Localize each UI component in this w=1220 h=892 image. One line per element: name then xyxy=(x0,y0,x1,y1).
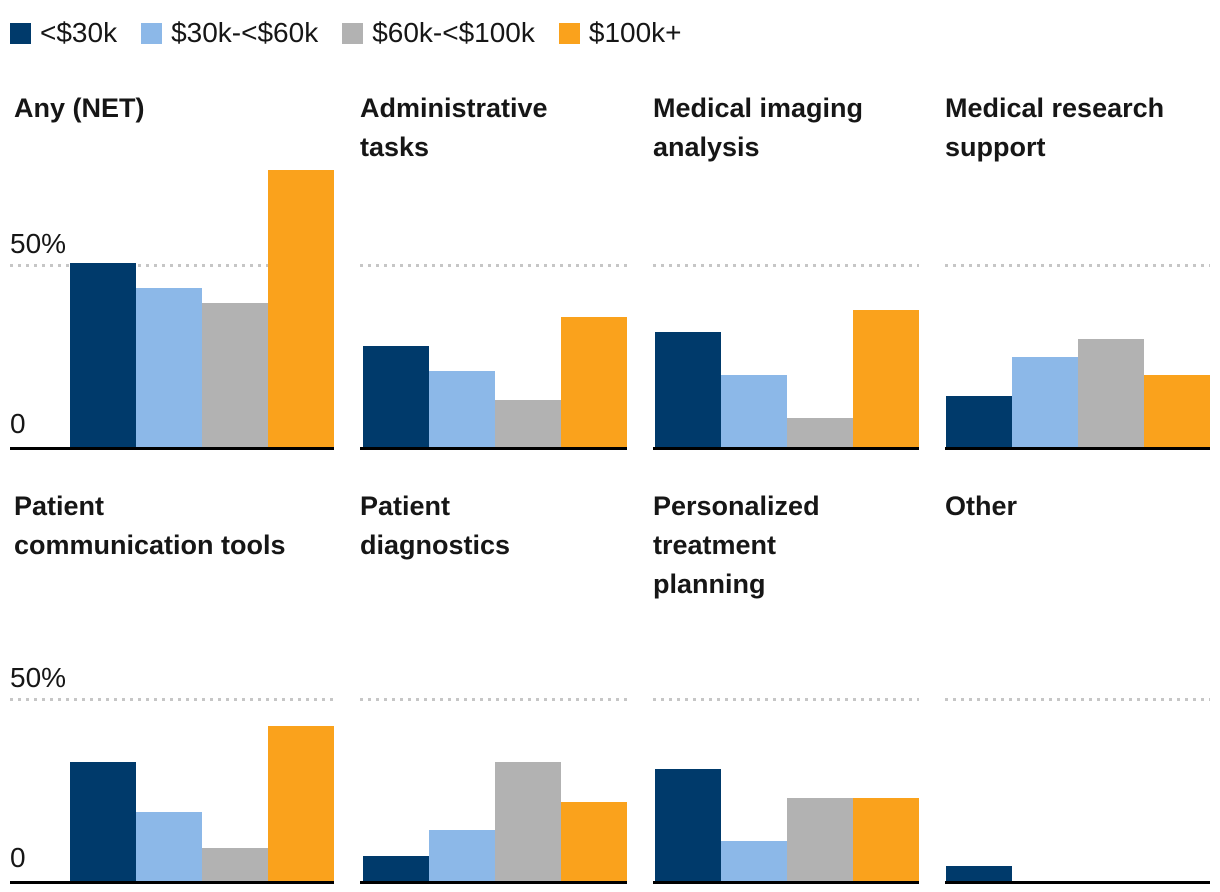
panel-administrative-tasks: Administrative tasks xyxy=(360,89,627,450)
small-multiples-grid: Any (NET) 50% 0 Administrative tasks xyxy=(0,89,1220,884)
panel-patient-diagnostics: Patient diagnostics xyxy=(360,487,627,884)
bar-group xyxy=(363,762,627,881)
panel-title: Any (NET) xyxy=(14,92,145,123)
bar-group xyxy=(946,866,1210,881)
bar-60k-100k xyxy=(495,762,561,881)
panel-title: Patient communication tools xyxy=(14,490,286,560)
bar-60k-100k xyxy=(495,400,561,447)
bar-100k-plus xyxy=(853,310,919,447)
bar-60k-100k xyxy=(787,798,853,881)
bar-100k-plus xyxy=(561,317,627,447)
gridline-50pct xyxy=(360,263,627,267)
bar-under-30k xyxy=(70,263,136,447)
square-swatch-orange-icon xyxy=(558,22,580,44)
panel-personalized-treatment-planning: Personalized treatment planning xyxy=(653,487,919,884)
chart-area xyxy=(945,157,1210,450)
panel-patient-communication-tools: Patient communication tools 50% 0 xyxy=(10,487,334,884)
panel-title: Medical research support xyxy=(945,92,1165,162)
panel-medical-research-support: Medical research support xyxy=(945,89,1210,450)
chart-area xyxy=(653,666,919,884)
chart-area xyxy=(653,157,919,450)
legend-label: $100k+ xyxy=(588,17,682,48)
gridline-50pct xyxy=(360,697,627,701)
legend-item-30k-60k: $30k-<$60k xyxy=(141,17,319,49)
bar-30k-60k xyxy=(1012,356,1078,447)
bar-100k-plus xyxy=(1144,374,1210,447)
bar-group xyxy=(946,338,1210,447)
panel-title: Personalized treatment planning xyxy=(653,490,820,599)
panel-medical-imaging-analysis: Medical imaging analysis xyxy=(653,89,919,450)
chart-area xyxy=(360,666,627,884)
gridline-50pct xyxy=(653,697,919,701)
bar-under-30k xyxy=(70,762,136,881)
bar-under-30k xyxy=(655,769,721,881)
legend-item-under-30k: <$30k xyxy=(10,17,118,49)
bar-30k-60k xyxy=(429,371,495,447)
chart-area xyxy=(360,157,627,450)
panel-other: Other xyxy=(945,487,1210,884)
y-axis-label-50: 50% xyxy=(10,227,67,259)
y-axis-label-0: 0 xyxy=(10,841,26,873)
bar-60k-100k xyxy=(202,302,268,447)
chart-area: 50% 0 xyxy=(10,661,334,884)
bar-30k-60k xyxy=(721,841,787,881)
gridline-50pct xyxy=(945,263,1210,267)
chart-area xyxy=(945,666,1210,884)
panel-any-net: Any (NET) 50% 0 xyxy=(10,89,334,450)
legend-label: <$30k xyxy=(40,17,118,48)
bar-60k-100k xyxy=(1078,338,1144,447)
legend-label: $60k-<$100k xyxy=(372,17,535,48)
square-swatch-lightblue-icon xyxy=(141,22,163,44)
bar-under-30k xyxy=(655,331,721,447)
legend: <$30k $30k-<$60k $60k-<$100k $100k+ xyxy=(0,0,1220,49)
bar-under-30k xyxy=(363,855,429,881)
square-swatch-navy-icon xyxy=(10,22,31,44)
bar-100k-plus xyxy=(561,801,627,881)
square-swatch-gray-icon xyxy=(342,22,364,44)
bar-group xyxy=(363,317,627,447)
panel-title: Other xyxy=(945,490,1018,521)
gridline-50pct xyxy=(10,263,334,267)
bar-group xyxy=(655,310,919,447)
bar-30k-60k xyxy=(136,288,202,447)
bar-60k-100k xyxy=(787,418,853,447)
bar-60k-100k xyxy=(202,848,268,881)
gridline-50pct xyxy=(653,263,919,267)
bar-under-30k xyxy=(946,866,1012,881)
gridline-50pct xyxy=(10,697,334,701)
y-axis-label-0: 0 xyxy=(10,407,26,439)
bar-100k-plus xyxy=(853,798,919,881)
bar-group xyxy=(70,169,334,447)
bar-30k-60k xyxy=(429,830,495,881)
bar-30k-60k xyxy=(136,812,202,881)
legend-label: $30k-<$60k xyxy=(171,17,319,48)
panel-title: Patient diagnostics xyxy=(360,490,511,560)
chart-area: 50% 0 xyxy=(10,157,334,450)
bar-100k-plus xyxy=(268,726,334,881)
gridline-50pct xyxy=(945,697,1210,701)
bar-30k-60k xyxy=(721,374,787,447)
bar-under-30k xyxy=(363,346,429,447)
bar-100k-plus xyxy=(268,169,334,447)
panel-title: Administrative tasks xyxy=(360,92,548,162)
bar-under-30k xyxy=(946,396,1012,447)
bar-group xyxy=(655,769,919,881)
legend-item-60k-100k: $60k-<$100k xyxy=(342,17,535,49)
panel-title: Medical imaging analysis xyxy=(653,92,864,162)
bar-group xyxy=(70,726,334,881)
legend-item-100k-plus: $100k+ xyxy=(558,17,682,49)
y-axis-label-50: 50% xyxy=(10,661,67,693)
